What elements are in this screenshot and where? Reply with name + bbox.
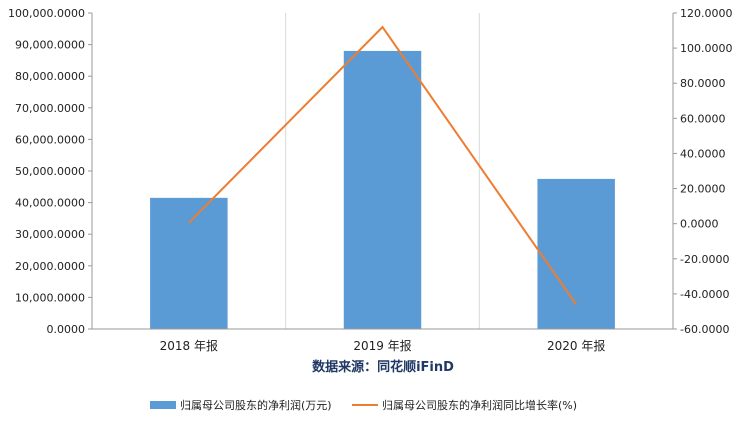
bar xyxy=(537,178,615,329)
left-axis-tick-label: 100,000.0000 xyxy=(8,7,85,20)
bar xyxy=(343,50,422,330)
legend-bar-label: 归属母公司股东的净利润(万元) xyxy=(180,398,332,412)
legend-line-label: 归属母公司股东的净利润同比增长率(%) xyxy=(382,398,577,412)
right-axis-tick-label: 120.0000 xyxy=(680,7,733,20)
category-label: 2018 年报 xyxy=(160,338,218,353)
right-axis-tick-label: -20.0000 xyxy=(680,253,729,266)
bar xyxy=(150,197,228,329)
left-axis-tick-label: 40,000.0000 xyxy=(15,197,85,210)
right-axis-tick-label: 100.0000 xyxy=(680,42,733,55)
left-axis-tick-label: 10,000.0000 xyxy=(15,291,85,304)
bars xyxy=(150,50,615,330)
category-labels: 2018 年报 2019 年报 2020 年报 xyxy=(160,338,606,353)
grid-lines xyxy=(285,13,480,329)
left-axis-tick-label: 90,000.0000 xyxy=(15,39,85,52)
left-axis-tick-label: 60,000.0000 xyxy=(15,133,85,146)
right-axis-tick-label: 20.0000 xyxy=(680,183,726,196)
left-axis-tick-label: 30,000.0000 xyxy=(15,228,85,241)
right-axis-tick-label: 80.0000 xyxy=(680,77,726,90)
right-axis-ticks: -60.0000 -40.0000 -20.0000 0.0000 20.0000 40.… xyxy=(673,7,733,336)
right-axis-tick-label: -40.0000 xyxy=(680,288,729,301)
left-axis-tick-label: 20,000.0000 xyxy=(15,260,85,273)
legend-bar-swatch xyxy=(150,401,176,409)
right-axis-tick-label: 0.0000 xyxy=(680,218,719,231)
category-label: 2019 年报 xyxy=(353,338,411,353)
left-axis-ticks: 0.0000 10,000.0000 20,000.0000 30,000.0000 4… xyxy=(8,7,92,336)
right-axis-tick-label: 60.0000 xyxy=(680,112,726,125)
left-axis-tick-label: 70,000.0000 xyxy=(15,102,85,115)
right-axis-tick-label: -60.0000 xyxy=(680,323,729,336)
right-axis-tick-label: 40.0000 xyxy=(680,147,726,160)
growth-line-series xyxy=(188,25,577,305)
category-label: 2020 年报 xyxy=(547,338,605,353)
growth-line xyxy=(188,25,577,305)
left-axis-tick-label: 0.0000 xyxy=(47,323,86,336)
left-axis-tick-label: 50,000.0000 xyxy=(15,165,85,178)
left-axis-tick-label: 80,000.0000 xyxy=(15,70,85,83)
legend: 归属母公司股东的净利润(万元) 归属母公司股东的净利润同比增长率(%) xyxy=(150,398,577,412)
data-source-label: 数据来源：同花顺iFinD xyxy=(312,359,454,375)
